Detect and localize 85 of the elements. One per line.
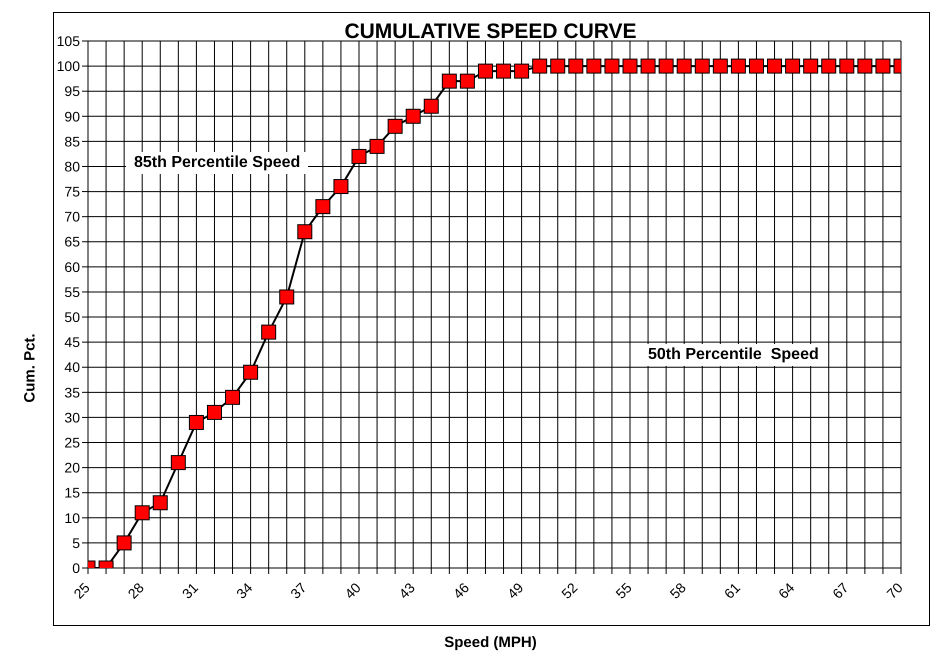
- point: [406, 108, 421, 124]
- point: [748, 58, 764, 74]
- x-tick-label: 58: [666, 579, 690, 602]
- y-tick-label: 20: [64, 460, 80, 476]
- point: [297, 224, 312, 240]
- y-tick-label: 30: [64, 409, 80, 426]
- x-axis-title: Speed (MPH): [443, 634, 538, 651]
- point: [730, 58, 746, 74]
- x-tick-label: 43: [396, 579, 418, 602]
- point: [188, 414, 204, 430]
- x-tick-label: 70: [883, 579, 906, 602]
- y-tick-label: 40: [64, 359, 80, 376]
- point: [875, 58, 890, 74]
- y-tick-label: 55: [64, 284, 80, 300]
- point: [676, 58, 692, 74]
- point: [496, 64, 512, 79]
- x-tick-label: 52: [558, 579, 581, 602]
- point: [712, 58, 728, 74]
- point: [243, 364, 258, 380]
- chart-title: CUMULATIVE SPEED CURVE: [344, 20, 637, 43]
- x-tick-label: 61: [720, 579, 744, 602]
- y-tick-label: 15: [64, 484, 80, 501]
- point: [333, 179, 348, 194]
- point: [785, 58, 800, 74]
- x-tick-label: 46: [450, 579, 472, 602]
- point: [370, 138, 385, 154]
- y-tick-label: 95: [64, 83, 80, 100]
- x-tick-label: 49: [504, 579, 526, 602]
- point: [640, 58, 656, 74]
- y-tick-label: 60: [64, 258, 80, 275]
- point: [550, 58, 566, 74]
- y-tick-label: 80: [64, 158, 80, 174]
- y-tick-label: 25: [64, 434, 80, 450]
- point: [767, 58, 782, 74]
- point: [568, 58, 584, 74]
- y-tick-label: 65: [64, 234, 80, 250]
- y-tick-label: 45: [64, 334, 80, 350]
- point: [225, 390, 240, 405]
- point: [279, 289, 294, 304]
- x-tick-label: 67: [829, 579, 852, 602]
- point: [604, 58, 620, 74]
- point: [803, 58, 818, 74]
- y-tick-label: 75: [64, 184, 80, 200]
- point: [622, 58, 638, 74]
- point: [532, 58, 548, 74]
- y-tick-label: 105: [56, 32, 80, 49]
- point: [442, 74, 457, 89]
- x-tick-label: 40: [341, 579, 364, 602]
- point: [694, 58, 710, 74]
- annotation: 85th Percentile Speed: [126, 152, 308, 174]
- point: [821, 58, 836, 74]
- y-tick-label: 90: [64, 108, 80, 124]
- point: [261, 324, 276, 340]
- point: [839, 58, 854, 74]
- y-tick-label: 85: [64, 133, 80, 150]
- y-tick-label: 35: [64, 384, 80, 400]
- point: [424, 98, 439, 114]
- point: [116, 535, 132, 550]
- y-tick-label: 0: [72, 560, 80, 576]
- y-tick-label: 10: [64, 510, 80, 526]
- y-tick-label: 100: [56, 58, 80, 74]
- point: [478, 64, 493, 79]
- y-tick-label: 5: [72, 534, 80, 551]
- x-tick-label: 31: [178, 579, 202, 602]
- y-tick-label: 50: [64, 309, 80, 326]
- point: [170, 455, 186, 470]
- point: [352, 148, 366, 164]
- x-tick-label: 28: [124, 579, 148, 602]
- point: [586, 58, 602, 74]
- point: [206, 404, 222, 420]
- annotation: 50th Percentile Speed: [640, 344, 827, 366]
- point: [658, 58, 674, 74]
- x-tick-label: 34: [233, 579, 256, 602]
- point: [134, 505, 150, 520]
- point: [857, 58, 872, 74]
- point: [315, 199, 330, 214]
- y-tick-label: 70: [64, 208, 80, 225]
- point: [152, 495, 168, 510]
- y-axis-title: Cum. Pct.: [22, 333, 38, 403]
- x-tick-label: 64: [775, 579, 798, 602]
- point: [514, 64, 530, 79]
- point: [388, 118, 403, 134]
- point: [460, 74, 475, 89]
- x-tick-label: 37: [287, 579, 310, 602]
- x-tick-label: 55: [612, 579, 635, 602]
